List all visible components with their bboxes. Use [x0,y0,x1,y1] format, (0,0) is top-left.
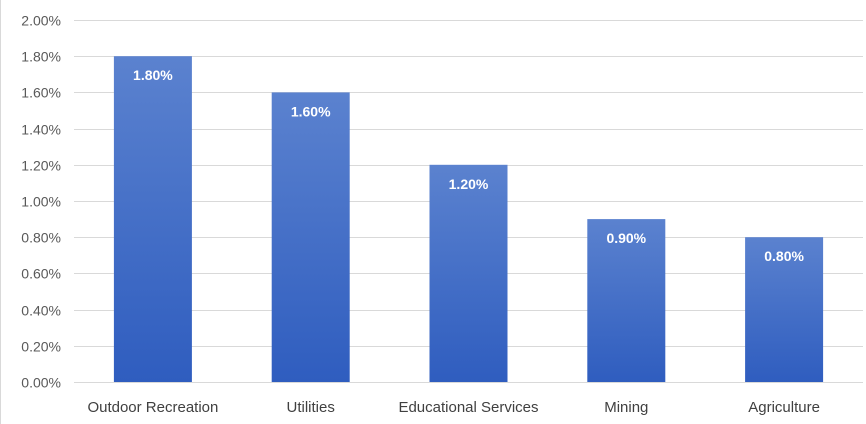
y-axis-tick-labels: 0.00% 0.20% 0.40% 0.60% 0.80% 1.00% 1.20% 1.40%… [21,13,61,391]
bar [587,219,666,382]
bar [271,92,350,383]
bar [429,164,508,382]
bars [113,56,824,383]
y-tick-label: 0.80% [21,230,61,246]
x-category-label: Utilities [287,399,335,416]
x-axis-category-labels: Outdoor Recreation Utilities Educational S… [87,399,820,416]
y-tick-label: 1.20% [21,158,61,174]
y-tick-label: 1.00% [21,194,61,210]
data-labels: 1.80% 1.60% 1.20% 0.90% 0.80% [133,67,804,264]
y-tick-label: 0.20% [21,339,61,355]
y-tick-label: 2.00% [21,13,61,29]
x-category-label: Outdoor Recreation [87,399,218,416]
y-tick-label: 0.40% [21,303,61,319]
bar [745,237,824,382]
y-tick-label: 1.60% [21,85,61,101]
data-label: 1.60% [291,103,331,119]
data-label: 1.20% [449,176,489,192]
data-label: 0.90% [606,230,646,246]
data-label: 1.80% [133,67,173,83]
y-tick-label: 0.00% [21,375,61,391]
x-category-label: Educational Services [398,399,538,416]
x-category-label: Mining [604,399,648,416]
y-tick-label: 1.80% [21,49,61,65]
y-tick-label: 0.60% [21,266,61,282]
bar [113,56,192,382]
data-label: 0.80% [764,248,804,264]
y-tick-label: 1.40% [21,122,61,138]
x-category-label: Agriculture [748,399,820,416]
